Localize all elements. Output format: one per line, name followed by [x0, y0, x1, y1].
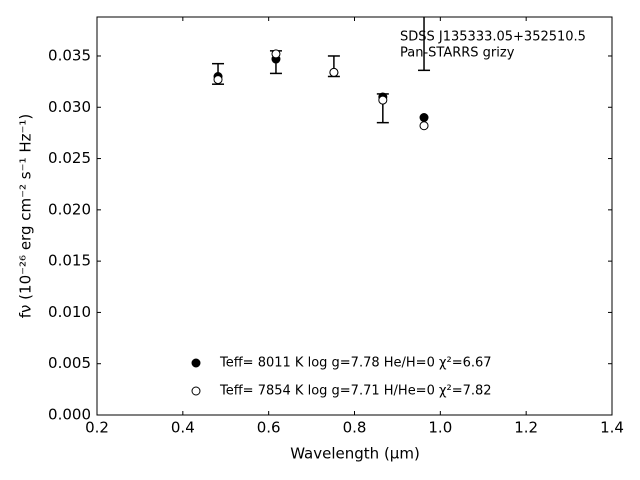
x-tick-label: 0.2: [85, 419, 109, 437]
y-tick-label: 0.020: [48, 200, 91, 218]
plot-area: [212, 17, 431, 131]
point: [419, 113, 429, 123]
y-tick-label: 0.035: [48, 46, 91, 64]
x-axis-label: Wavelength (μm): [290, 445, 420, 463]
x-tick-label: 1.2: [514, 419, 538, 437]
annotation: Pan-STARRS grizy: [400, 46, 515, 61]
legend-label: Teff= 7854 K log g=7.71 H/He=0 χ²=7.82: [219, 384, 492, 399]
y-tick-label: 0.025: [48, 149, 91, 167]
x-tick-label: 1.0: [428, 419, 452, 437]
point: [213, 75, 223, 85]
legend-marker: [191, 358, 201, 368]
point: [329, 67, 339, 77]
legend-label: Teff= 8011 K log g=7.78 He/H=0 χ²=6.67: [219, 356, 492, 371]
point: [378, 95, 388, 105]
point: [271, 49, 281, 59]
y-tick-label: 0.010: [48, 303, 91, 321]
annotation: SDSS J135333.05+352510.5: [400, 30, 586, 45]
legend-marker: [191, 386, 201, 396]
x-tick-label: 0.6: [257, 419, 281, 437]
y-tick-label: 0.000: [48, 406, 91, 424]
y-axis-label: fν (10⁻²⁶ erg cm⁻² s⁻¹ Hz⁻¹): [17, 114, 35, 319]
x-tick-label: 0.8: [343, 419, 367, 437]
y-tick-label: 0.005: [48, 354, 91, 372]
error-bar: [418, 17, 431, 72]
x-tick-label: 1.4: [600, 419, 624, 437]
y-tick-label: 0.030: [48, 98, 91, 116]
point: [419, 121, 429, 131]
y-tick-label: 0.015: [48, 252, 91, 270]
x-tick-label: 0.4: [171, 419, 195, 437]
